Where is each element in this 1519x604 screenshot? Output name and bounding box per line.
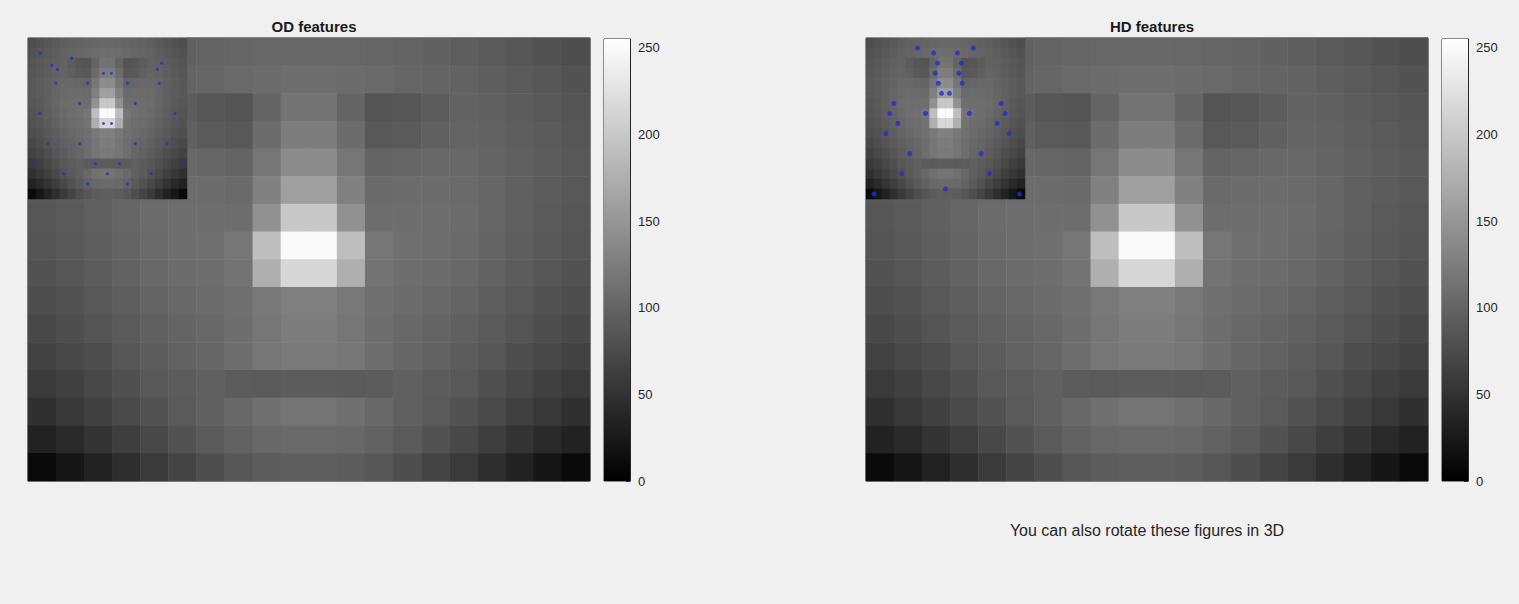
svg-text:200: 200 — [638, 127, 660, 142]
svg-text:250: 250 — [638, 40, 660, 55]
svg-text:50: 50 — [638, 387, 652, 402]
svg-text:50: 50 — [1476, 387, 1490, 402]
svg-text:HD features: HD features — [1110, 18, 1194, 35]
svg-text:100: 100 — [638, 300, 660, 315]
svg-text:OD features: OD features — [271, 18, 356, 35]
svg-text:150: 150 — [638, 214, 660, 229]
svg-text:You can also rotate these figu: You can also rotate these figures in 3D — [1010, 522, 1284, 539]
svg-text:150: 150 — [1476, 214, 1498, 229]
svg-text:0: 0 — [1476, 474, 1483, 489]
svg-text:200: 200 — [1476, 127, 1498, 142]
svg-text:250: 250 — [1476, 40, 1498, 55]
svg-text:100: 100 — [1476, 300, 1498, 315]
svg-text:0: 0 — [638, 474, 645, 489]
